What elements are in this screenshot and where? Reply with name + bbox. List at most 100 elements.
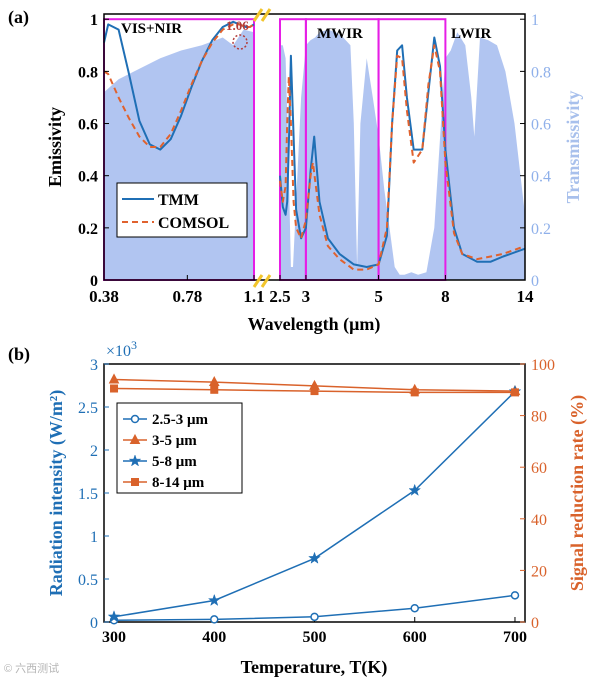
temperature-axis: 300 400 500 600 700 [102,617,527,646]
emissivity-axis: 0 0.2 0.4 0.6 0.8 1 [78,12,109,290]
y2-axis-title-transmissivity: Transmissivity [563,91,583,204]
emissivity-tick-label-4: 0.8 [78,64,98,81]
marker-1-06-circle [232,34,248,50]
transmissivity-tick-label-0: 0 [531,273,539,290]
legend-b-swatch-marker-3 [128,454,142,467]
comsol-line-2 [279,44,526,271]
legend-comsol-label: COMSOL [158,215,229,232]
panel-a: (a) 00.20.40.60.81 00.20.40.60.81 0.38 0.… [8,7,583,335]
reduction-tick-label-5: 100 [531,357,555,374]
comsol-line-1 [103,23,255,148]
legend-b-swatch-marker-2 [129,433,141,444]
reduction-tick-label-4: 80 [531,409,547,426]
reduction-axis: 0 20 40 60 80 100 [520,357,555,632]
series-3-point-3 [308,551,321,564]
wavelength-tick-label-1: 0.78 [172,287,202,306]
panel-a-label: (a) [8,7,29,28]
reduction-tick-label-1: 20 [531,563,547,580]
legend-a-box [116,182,248,238]
series-lines [107,373,522,625]
multiplier-base: ×10 [106,343,131,360]
legend-b-label-2: 3-5 μm [152,433,197,449]
marker-1-06-label: 1.06 [226,18,249,33]
emissivity-tick-label-2: 0.4 [78,169,98,186]
emissivity-tick-label-1: 0.2 [78,221,98,238]
transmissivity-axis: 0 0.2 0.4 0.6 0.8 1 [520,12,551,290]
legend-a: TMM COMSOL [116,182,248,238]
wavelength-tick-label-5: 5 [374,287,383,306]
series-2-point-2 [208,375,220,387]
transmissivity-fill [104,29,525,280]
x-axis-title-temperature: Temperature, T(K) [241,657,388,678]
transmissivity-area-2 [280,29,525,280]
temperature-tick-label-1: 400 [202,629,226,646]
series-3-point-2 [207,593,221,607]
reduction-tick-label-2: 40 [531,512,547,529]
radiation-tick-label-2: 1 [90,529,98,546]
series-4-point-4 [410,388,419,397]
emissivity-lines [103,20,526,271]
temperature-tick-label-3: 600 [403,629,427,646]
series-1-point-3 [310,612,319,622]
temperature-tick-label-4: 700 [503,629,527,646]
series-3-point-4 [408,483,422,496]
radiation-tick-label-3: 1.5 [78,486,98,503]
y-axis-title-emissivity: Emissivity [45,107,65,187]
multiplier-exponent: 3 [131,338,137,352]
legend-b-swatch-marker-4 [131,478,139,486]
radiation-tick-label-1: 0.5 [78,572,98,589]
radiation-tick-label-4: 2 [90,443,98,460]
radiation-tick-label-5: 2.5 [78,400,98,417]
multiplier-label: ×103 [106,338,137,360]
legend-b-items: 2.5-3 μm 3-5 μm 5-8 μm 8-14 μm [123,412,208,491]
legend-b: 2.5-3 μm 3-5 μm 5-8 μm 8-14 μm [116,402,243,494]
series-4-point-5 [510,388,519,397]
legend-b-label-3: 5-8 μm [152,454,197,470]
transmissivity-tick-label-5: 1 [531,12,539,29]
legend-b-label-1: 2.5-3 μm [152,412,208,428]
radiation-tick-label-6: 3 [90,357,98,374]
wavelength-tick-label-4: 3 [302,287,311,306]
emissivity-tick-label-5: 1 [90,12,98,29]
legend-b-swatch-marker-1 [130,414,140,424]
reduction-tick-label-0: 0 [531,615,539,632]
panel-b-label: (b) [8,344,30,365]
wavelength-tick-label-2: 1.1 [243,287,264,306]
transmissivity-tick-label-1: 0.2 [531,221,551,238]
series-1-point-5 [510,591,520,600]
radiation-tick-label-0: 0 [90,615,98,632]
axis-break-top [252,8,272,22]
wavelength-tick-label-3: 2.5 [269,287,290,306]
series-3-point-1 [107,610,121,623]
wavelength-tick-label-6: 8 [441,287,450,306]
wavelength-tick-label-0: 0.38 [89,287,119,306]
series-4-point-3 [310,387,319,396]
wavelength-tick-label-7: 14 [517,287,535,306]
reduction-tick-label-3: 60 [531,460,547,477]
band-label-mwir: MWIR [317,26,363,42]
series-2-point-1 [108,373,120,384]
legend-tmm-label: TMM [158,192,199,209]
x-axis-title-wavelength: Wavelength (μm) [248,314,381,335]
series-1-point-4 [410,603,419,613]
band-label-vis-nir: VIS+NIR [121,21,182,37]
series-4-point-2 [210,385,219,394]
watermark: © 六西测试 [4,663,60,675]
y-axis-title-radiation: Radiation intensity (W/m²) [46,390,67,596]
emissivity-tick-label-3: 0.6 [78,117,98,134]
series-1-point-2 [210,615,219,624]
temperature-tick-label-0: 300 [102,629,126,646]
panel-b: (b) 0 0.5 1 1.5 2 2.5 3 0 20 40 60 80 100 300 400 500… [8,338,588,678]
transmissivity-tick-label-3: 0.6 [531,117,551,134]
wavelength-axis: 0.38 0.78 1.1 2.5 3 5 8 14 [89,275,534,306]
plot-a-frame [103,13,526,281]
transmissivity-tick-label-4: 0.8 [531,64,551,81]
y2-axis-title-reduction: Signal reduction rate (%) [567,395,588,591]
legend-b-label-4: 8-14 μm [152,475,205,491]
emissivity-tick-label-0: 0 [90,273,98,290]
radiation-axis: 0 0.5 1 1.5 2 2.5 3 [78,357,109,632]
series-4-point-1 [110,384,119,393]
band-label-lwir: LWIR [451,26,491,42]
temperature-tick-label-2: 500 [303,629,327,646]
